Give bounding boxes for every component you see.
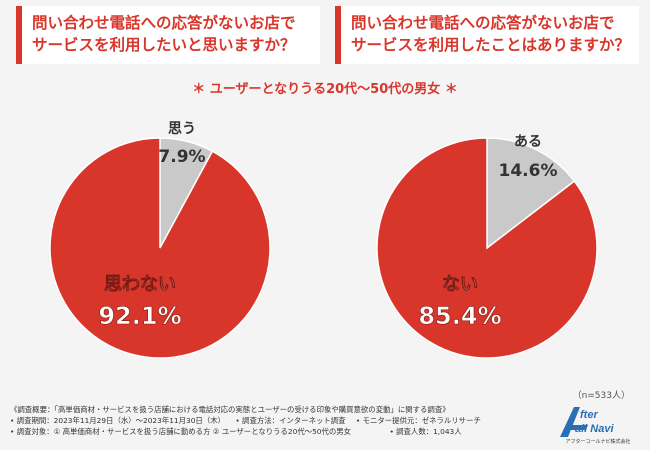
footer-period: • 調査期間：2023年11月29日（水）〜2023年11月30日（木） [10,416,225,425]
question-left-line-2: サービスを利用したいと思いますか？ [32,36,296,54]
question-right-line-1: 問い合わせ電話への応答がないお店で [351,14,615,32]
pie-1-label-2: 思わない [104,274,176,295]
pie-2-slice-1 [486,137,576,250]
logo-company-name: アフターコールナビ株式会社 [565,439,631,445]
survey-footer: 《調査概要：「高単価商材・サービスを扱う店舗における電話対応の実態とユーザーの受… [10,404,570,437]
logo-text-line1: fter [580,409,598,421]
question-left-line-1: 問い合わせ電話への応答がないお店で [32,14,296,32]
survey-subtitle: ＊ ユーザーとなりうる20代〜50代の男女 ＊ [192,82,458,97]
company-logo: fter all Navi アフターコールナビ株式会社 [558,405,638,445]
pie-2-label-1: ある [514,134,542,150]
question-right-line-2: サービスを利用したことはありますか？ [351,36,631,54]
logo-text-line2: all Navi [575,423,614,435]
question-box-right: 問い合わせ電話への応答がないお店で サービスを利用したことはありますか？ [335,6,639,64]
question-box-left: 問い合わせ電話への応答がないお店で サービスを利用したいと思いますか？ [16,6,320,64]
footer-monitor: • モニター提供元：ゼネラルリサーチ [355,416,481,425]
pie-2-label-2: ない [442,274,478,295]
pie-1-slice-2 [49,137,271,359]
footer-count: • 調査人数：1,043人 [389,427,462,436]
pie-1-value-1: 7.9% [158,147,205,167]
pie-1-label-1: 思う [168,121,196,137]
footer-target: • 調査対象：① 高単価商材・サービスを扱う店舗に勤める方 ② ユーザーとなりう… [10,427,352,436]
logo-mark-icon: fter all Navi [560,407,614,437]
pie-2-slice-2 [376,137,598,359]
footer-method: • 調査方法：インターネット調査 [235,416,346,425]
footer-overview: 《調査概要：「高単価商材・サービスを扱う店舗における電話対応の実態とユーザーの受… [10,405,450,414]
pie-1-value-2: 92.1% [98,302,181,330]
pie-2-value-1: 14.6% [499,161,558,181]
pie-2-value-2: 85.4% [418,302,501,330]
sample-size-note: （n=533人） [572,391,630,401]
